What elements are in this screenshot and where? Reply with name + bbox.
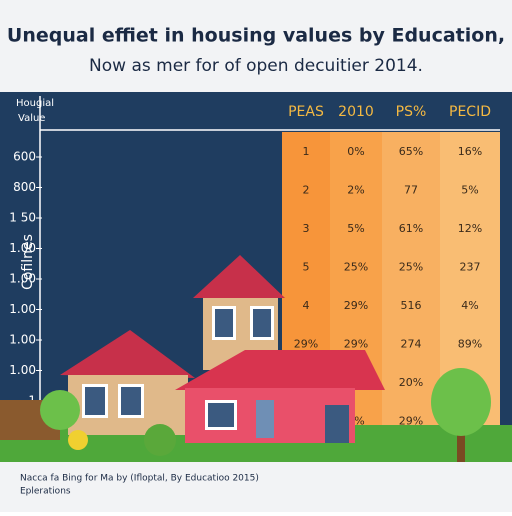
column-header: PECID	[449, 104, 491, 120]
side-label: Cofilnes	[20, 234, 36, 290]
table-cell: 3	[303, 222, 310, 235]
title: Unequal effiet in housing values by Educ…	[7, 25, 505, 47]
axis-label: Value	[18, 113, 45, 124]
table-cell: 2%	[347, 184, 364, 197]
table-cell: 4%	[461, 299, 478, 312]
column-header: 2010	[338, 104, 374, 120]
table-cell: 25%	[399, 261, 423, 274]
axis-tick-label: 600	[13, 150, 36, 164]
table-cell: 65%	[399, 145, 423, 158]
column-bg	[382, 132, 440, 462]
table-cell: 25%	[344, 261, 368, 274]
column-header: PS%	[396, 104, 427, 120]
footer-text: Eplerations	[20, 487, 71, 497]
table-cell: 77	[404, 184, 418, 197]
table-cell: 29%	[344, 338, 368, 351]
table-cell: 4	[303, 299, 310, 312]
axis-tick-label: 1.00	[9, 241, 36, 255]
column-header: PEAS	[288, 104, 324, 120]
axis-tick-label: 1.00	[9, 302, 36, 316]
table-cell: 20%	[399, 376, 423, 389]
table-cell: 12%	[458, 222, 482, 235]
table-cell: 5%	[461, 184, 478, 197]
table-cell: 0%	[347, 145, 364, 158]
table-cell: 5%	[347, 222, 364, 235]
axis-tick-label: 800	[13, 180, 36, 194]
axis-tick-label: 1 50	[9, 211, 36, 225]
subtitle: Now as mer for of open decuitier 2014.	[89, 56, 423, 76]
axis-tick-label: 1.00	[9, 363, 36, 377]
table-cell: 274	[401, 338, 422, 351]
axis-label: Hougial	[16, 98, 54, 109]
title-band	[0, 0, 512, 92]
footer-band	[0, 462, 512, 512]
table-cell: 516	[401, 299, 422, 312]
axis-tick-label: 1.00	[9, 333, 36, 347]
table-cell: 29%	[399, 415, 423, 428]
table-cell: 2	[303, 184, 310, 197]
table-cell: 237	[460, 261, 481, 274]
table-cell: 1	[303, 145, 310, 158]
table-cell: 89%	[458, 338, 482, 351]
table-cell: 29%	[294, 338, 318, 351]
table-cell: 61%	[399, 222, 423, 235]
table-cell: 5	[303, 261, 310, 274]
house-illustration	[0, 255, 512, 465]
table-cell: 16%	[458, 145, 482, 158]
axis-tick-label: 1.00	[9, 272, 36, 286]
table-cell: 29%	[344, 299, 368, 312]
footer-text: Nacca fa Bing for Ma by (Ifloptal, By Ed…	[20, 474, 259, 484]
